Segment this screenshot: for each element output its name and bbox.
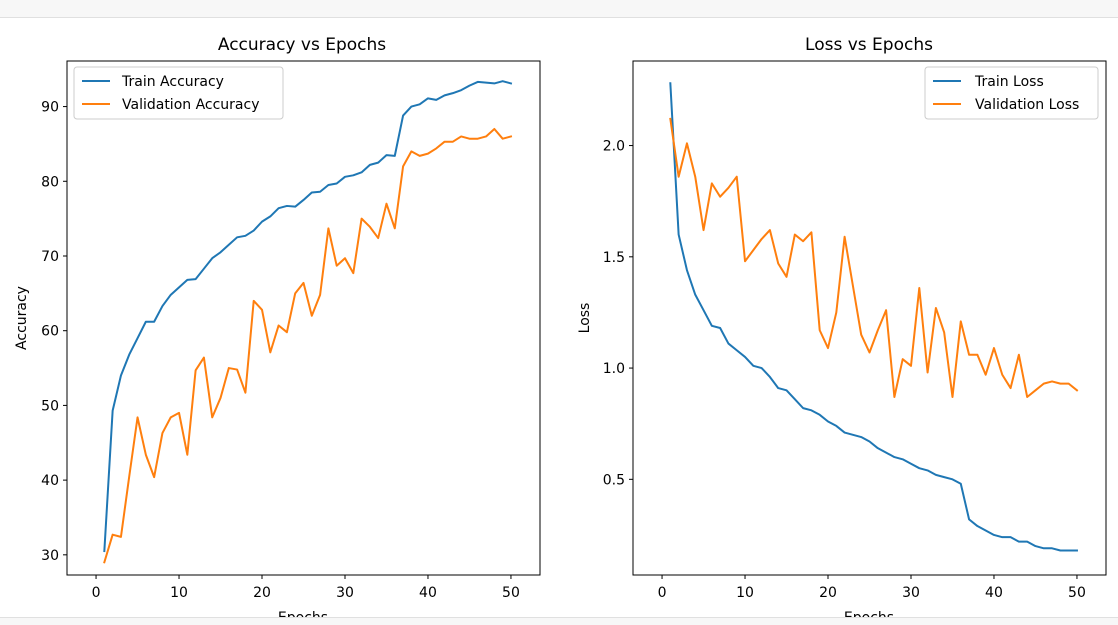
- accuracy-chart-title: Accuracy vs Epochs: [218, 35, 386, 55]
- accuracy-y-tick-label: 80: [41, 174, 59, 190]
- loss-series-train-line: [669, 82, 1078, 552]
- loss-legend-box: [924, 66, 1099, 120]
- accuracy-y-tick-label: 60: [41, 324, 59, 340]
- loss-y-tick-label: 1.5: [603, 250, 625, 266]
- accuracy-plot-area: [66, 60, 541, 576]
- loss-x-tick-label: 30: [902, 585, 920, 601]
- accuracy-legend-validation-label: Validation Accuracy: [122, 97, 260, 113]
- accuracy-x-tick-label: 30: [336, 585, 354, 601]
- loss-x-tick-label: 20: [819, 585, 837, 601]
- accuracy-x-tick-label: 10: [170, 585, 188, 601]
- loss-y-tick-label: 0.5: [603, 472, 625, 488]
- loss-x-tick-label: 40: [985, 585, 1003, 601]
- accuracy-y-tick-label: 90: [41, 100, 59, 116]
- accuracy-legend: Train Accuracy Validation Accuracy: [73, 66, 284, 120]
- loss-plot-area: [632, 60, 1107, 576]
- bottom-output-strip: [0, 617, 1118, 625]
- accuracy-x-tick-label: 0: [92, 585, 101, 601]
- loss-y-tick-label: 1.0: [603, 361, 625, 377]
- top-toolbar-strip: [0, 0, 1118, 18]
- loss-x-tick-label: 0: [658, 585, 667, 601]
- accuracy-x-tick-label: 50: [502, 585, 520, 601]
- accuracy-x-tick-label: 20: [253, 585, 271, 601]
- loss-y-axis-label: Loss: [577, 303, 593, 334]
- accuracy-y-tick-label: 30: [41, 548, 59, 564]
- accuracy-y-axis-label: Accuracy: [14, 286, 30, 350]
- accuracy-y-tick-label: 50: [41, 398, 59, 414]
- loss-chart-title: Loss vs Epochs: [805, 35, 933, 55]
- accuracy-x-tick-label: 40: [419, 585, 437, 601]
- loss-legend: Train Loss Validation Loss: [924, 66, 1099, 120]
- loss-legend-validation-label: Validation Loss: [975, 97, 1079, 113]
- accuracy-chart: Accuracy vs Epochs 0 10 20 30 40 50 30 40 50 60 7…: [14, 35, 541, 625]
- loss-x-tick-label: 50: [1068, 585, 1086, 601]
- accuracy-legend-box: [73, 66, 284, 120]
- loss-chart: Loss vs Epochs 0 10 20 30 40 50 0.51.01.52.0 …: [577, 35, 1107, 625]
- accuracy-series-train-line: [103, 80, 513, 553]
- accuracy-series-validation-line: [103, 127, 513, 564]
- accuracy-y-tick-label: 40: [41, 473, 59, 489]
- loss-series-validation-line: [669, 117, 1079, 398]
- accuracy-y-tick-label: 70: [41, 249, 59, 265]
- loss-legend-train-label: Train Loss: [974, 74, 1044, 90]
- loss-y-tick-label: 2.0: [603, 139, 625, 155]
- accuracy-legend-train-label: Train Accuracy: [121, 74, 224, 90]
- loss-x-tick-label: 10: [736, 585, 754, 601]
